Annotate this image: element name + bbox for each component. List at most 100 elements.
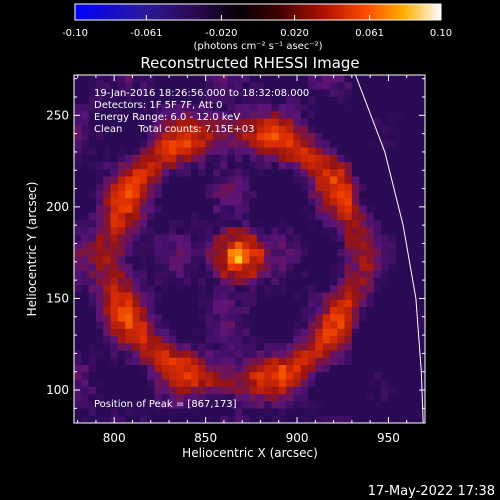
heatmap-cell (95, 169, 104, 177)
heatmap-cell (183, 321, 192, 330)
heatmap-cell (264, 191, 272, 199)
heatmap-cell (264, 162, 272, 170)
heatmap-cell (242, 307, 250, 315)
heatmap-cell (329, 379, 338, 388)
heatmap-cell (373, 205, 382, 214)
heatmap-cell (191, 220, 199, 228)
heatmap-cell (205, 162, 214, 170)
heatmap-cell (147, 321, 155, 330)
heatmap-cell (315, 263, 324, 272)
heatmap-cell (154, 118, 163, 127)
colorbar-tick-label: 0.020 (280, 28, 309, 39)
heatmap-cell (329, 162, 338, 170)
heatmap-cell (110, 394, 119, 402)
heatmap-cell (103, 336, 111, 344)
heatmap-cell (242, 394, 250, 402)
heatmap-cell (125, 234, 133, 243)
heatmap-cell (147, 125, 155, 134)
heatmap-cell (366, 328, 375, 337)
heatmap-cell (366, 89, 375, 98)
heatmap-cell (234, 292, 243, 301)
heatmap-cell (329, 343, 338, 351)
heatmap-cell (227, 118, 236, 127)
heatmap-cell (293, 133, 302, 141)
heatmap-cell (234, 89, 243, 98)
heatmap-cell (212, 82, 221, 90)
heatmap-cell (220, 133, 228, 141)
heatmap-cell (191, 270, 199, 279)
heatmap-cell (300, 285, 309, 293)
heatmap-cell (315, 350, 324, 359)
heatmap-cell (351, 191, 360, 199)
heatmap-cell (373, 220, 382, 228)
heatmap-cell (212, 140, 221, 148)
heatmap-cell (176, 191, 185, 199)
heatmap-cell (278, 357, 287, 366)
heatmap-cell (256, 357, 265, 366)
heatmap-cell (286, 96, 294, 105)
heatmap-cell (388, 133, 397, 141)
heatmap-cell (329, 372, 338, 380)
heatmap-cell (381, 205, 389, 214)
heatmap-cell (249, 212, 258, 221)
heatmap-cell (417, 321, 425, 330)
heatmap-cell (278, 336, 287, 344)
heatmap-cell (388, 169, 397, 177)
heatmap-cell (403, 386, 411, 395)
heatmap-cell (110, 285, 119, 293)
heatmap-cell (395, 386, 404, 395)
heatmap-cell (315, 96, 324, 105)
heatmap-cell (264, 147, 272, 156)
heatmap-cell (344, 350, 353, 359)
heatmap-cell (125, 292, 133, 301)
heatmap-cell (286, 343, 294, 351)
heatmap-cell (315, 408, 324, 417)
heatmap-cell (344, 379, 353, 388)
heatmap-cell (271, 307, 280, 315)
heatmap-cell (154, 191, 163, 199)
heatmap-cell (278, 321, 287, 330)
heatmap-cell (293, 212, 302, 221)
heatmap-cell (403, 227, 411, 235)
heatmap-cell (359, 89, 367, 98)
heatmap-cell (169, 227, 177, 235)
heatmap-cell (337, 278, 345, 286)
heatmap-cell (183, 147, 192, 156)
heatmap-cell (183, 292, 192, 301)
heatmap-cell (344, 147, 353, 156)
heatmap-cell (103, 169, 111, 177)
heatmap-cell (103, 176, 111, 185)
heatmap-cell (278, 365, 287, 373)
heatmap-cell (256, 147, 265, 156)
heatmap-cell (417, 162, 425, 170)
heatmap-cell (88, 104, 97, 112)
heatmap-cell (110, 292, 119, 301)
annotation-clean-counts: Clean Total counts: 7.15E+03 (94, 124, 254, 135)
heatmap-cell (344, 125, 353, 134)
heatmap-cell (183, 263, 192, 272)
heatmap-cell (205, 336, 214, 344)
heatmap-cell (286, 350, 294, 359)
heatmap-cell (359, 336, 367, 344)
heatmap-cell (315, 118, 324, 127)
heatmap-cell (169, 169, 177, 177)
heatmap-cell (315, 111, 324, 119)
heatmap-cell (293, 278, 302, 286)
heatmap-cell (95, 125, 104, 134)
heatmap-cell (220, 205, 228, 214)
heatmap-cell (403, 212, 411, 221)
heatmap-cell (366, 140, 375, 148)
heatmap-cell (315, 241, 324, 250)
heatmap-cell (388, 256, 397, 264)
heatmap-cell (249, 198, 258, 206)
heatmap-cell (95, 154, 104, 163)
heatmap-cell (337, 379, 345, 388)
heatmap-cell (395, 401, 404, 409)
heatmap-cell (300, 372, 309, 380)
heatmap-cell (132, 89, 141, 98)
heatmap-cell (278, 256, 287, 264)
heatmap-cell (88, 357, 97, 366)
heatmap-cell (329, 415, 338, 423)
heatmap-cell (403, 198, 411, 206)
heatmap-cell (81, 365, 90, 373)
